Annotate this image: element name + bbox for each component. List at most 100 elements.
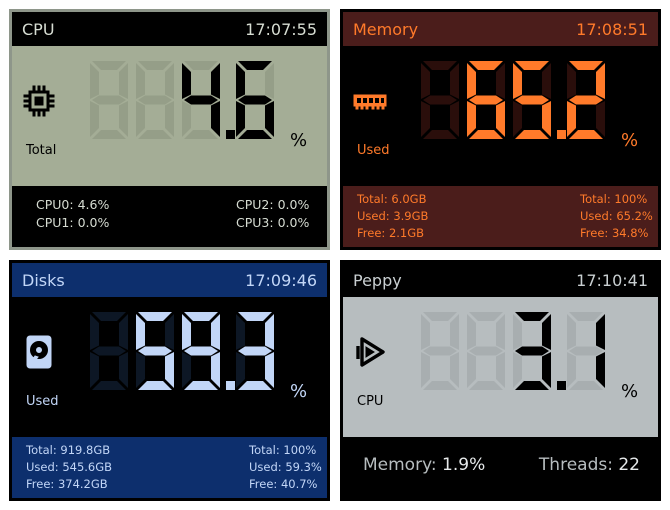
- digit-segment: [450, 314, 459, 350]
- peppy-title: Peppy: [353, 270, 402, 290]
- digit-segment: [92, 130, 126, 139]
- digit-segment: [423, 312, 457, 321]
- digit-segment: [184, 61, 218, 70]
- cpu-core-item: CPU0: 4.6%: [36, 197, 110, 212]
- digit-segment: [184, 346, 218, 356]
- digit-segment: [236, 352, 245, 388]
- digit-segment: [569, 381, 603, 390]
- memory-stat-item: Free: 2.1GB: [357, 226, 425, 240]
- cpu-display: Total %: [12, 46, 327, 186]
- disks-footer: Total: 919.8GB Used: 545.6GB Free: 374.2…: [12, 437, 327, 498]
- memory-time: 17:08:51: [576, 19, 648, 39]
- digit-segment: [423, 381, 457, 390]
- digit-segment: [469, 381, 503, 390]
- digit-segment: [211, 352, 220, 388]
- digit-segment: [496, 314, 505, 350]
- digit-segment: [136, 101, 145, 137]
- digit-segment: [184, 130, 218, 139]
- disks-unit: %: [290, 381, 308, 402]
- digit-segment: [90, 314, 99, 350]
- digit-segment: [423, 61, 457, 70]
- digit-segment: [513, 314, 522, 350]
- cpu-core-item: CPU2: 0.0%: [236, 197, 310, 212]
- disks-stat-item: Free: 40.7%: [249, 477, 318, 491]
- ram-icon: [353, 94, 387, 110]
- digit-segment: [469, 61, 503, 70]
- digit-segment: [569, 346, 603, 356]
- chip-icon: [23, 85, 55, 117]
- cpu-core-list-right: CPU2: 0.0% CPU3: 0.0%: [236, 196, 309, 232]
- digit-segment: [138, 346, 172, 356]
- digit-segment: [238, 95, 272, 105]
- digit-segment: [515, 312, 549, 321]
- memory-stat-item: Used: 65.2%: [580, 209, 653, 223]
- peppy-display: CPU %: [343, 297, 658, 437]
- digit-segment: [92, 381, 126, 390]
- disks-header: Disks 17:09:46: [12, 263, 327, 297]
- digit-segment: [119, 101, 128, 137]
- digit-segment: [184, 95, 218, 105]
- digit-segment: [469, 130, 503, 139]
- decimal-point: [226, 381, 235, 390]
- digit-segment: [136, 314, 145, 350]
- digit-segment: [184, 312, 218, 321]
- digit-segment: [469, 312, 503, 321]
- digit-segment: [182, 101, 191, 137]
- memory-title: Memory: [353, 19, 419, 39]
- digit-segment: [450, 352, 459, 388]
- peppy-panel: Peppy 17:10:41 CPU % Memory: 1.9% Thread…: [340, 260, 661, 501]
- decimal-point: [226, 130, 235, 139]
- digit-segment: [596, 101, 605, 137]
- digit-segment: [496, 352, 505, 388]
- digit-segment: [596, 63, 605, 99]
- memory-size-list: Total: 6.0GB Used: 3.9GB Free: 2.1GB: [357, 191, 428, 242]
- digit-segment: [236, 63, 245, 99]
- cpu-core-item: CPU3: 0.0%: [236, 215, 310, 230]
- digit-segment: [596, 314, 605, 350]
- digit-segment: [119, 314, 128, 350]
- digit-segment: [238, 346, 272, 356]
- disks-stat-item: Used: 545.6GB: [26, 460, 113, 474]
- digit-segment: [119, 63, 128, 99]
- disks-sub-label: Used: [26, 394, 59, 409]
- digit-segment: [92, 95, 126, 105]
- digit-segment: [265, 101, 274, 137]
- digit-segment: [467, 352, 476, 388]
- disks-size-list: Total: 919.8GB Used: 545.6GB Free: 374.2…: [26, 442, 112, 493]
- digit-segment: [542, 101, 551, 137]
- digit-segment: [421, 101, 430, 137]
- cpu-panel: CPU 17:07:55 Total % CPU0: 4.6% CPU1: 0.…: [9, 9, 330, 250]
- digit-segment: [596, 352, 605, 388]
- digit-segment: [90, 352, 99, 388]
- digit-segment: [238, 130, 272, 139]
- peppy-logo-icon: [356, 337, 385, 367]
- peppy-header: Peppy 17:10:41: [343, 263, 658, 297]
- digit-segment: [450, 63, 459, 99]
- digit-segment: [90, 101, 99, 137]
- digit-segment: [469, 346, 503, 356]
- digit-segment: [211, 314, 220, 350]
- peppy-sub-label: CPU: [357, 394, 384, 409]
- digit-segment: [542, 314, 551, 350]
- memory-footer: Total: 6.0GB Used: 3.9GB Free: 2.1GB Tot…: [343, 186, 658, 247]
- digit-segment: [515, 381, 549, 390]
- digit-segment: [542, 63, 551, 99]
- disks-stat-item: Used: 59.3%: [249, 460, 322, 474]
- disks-percent-list: Total: 100% Used: 59.3% Free: 40.7%: [249, 442, 322, 493]
- digit-segment: [513, 101, 522, 137]
- digit-segment: [542, 352, 551, 388]
- digit-segment: [165, 314, 174, 350]
- digit-segment: [423, 130, 457, 139]
- digit-segment: [182, 63, 191, 99]
- memory-unit: %: [621, 130, 639, 151]
- digit-segment: [92, 61, 126, 70]
- digit-segment: [182, 314, 191, 350]
- peppy-threads-stat: Threads: 22: [538, 455, 640, 475]
- digit-segment: [92, 312, 126, 321]
- digit-segment: [569, 95, 603, 105]
- digit-segment: [496, 63, 505, 99]
- cpu-core-item: CPU1: 0.0%: [36, 215, 110, 230]
- disks-stat-item: Total: 919.8GB: [26, 443, 111, 457]
- digit-segment: [165, 101, 174, 137]
- digit-segment: [236, 314, 245, 350]
